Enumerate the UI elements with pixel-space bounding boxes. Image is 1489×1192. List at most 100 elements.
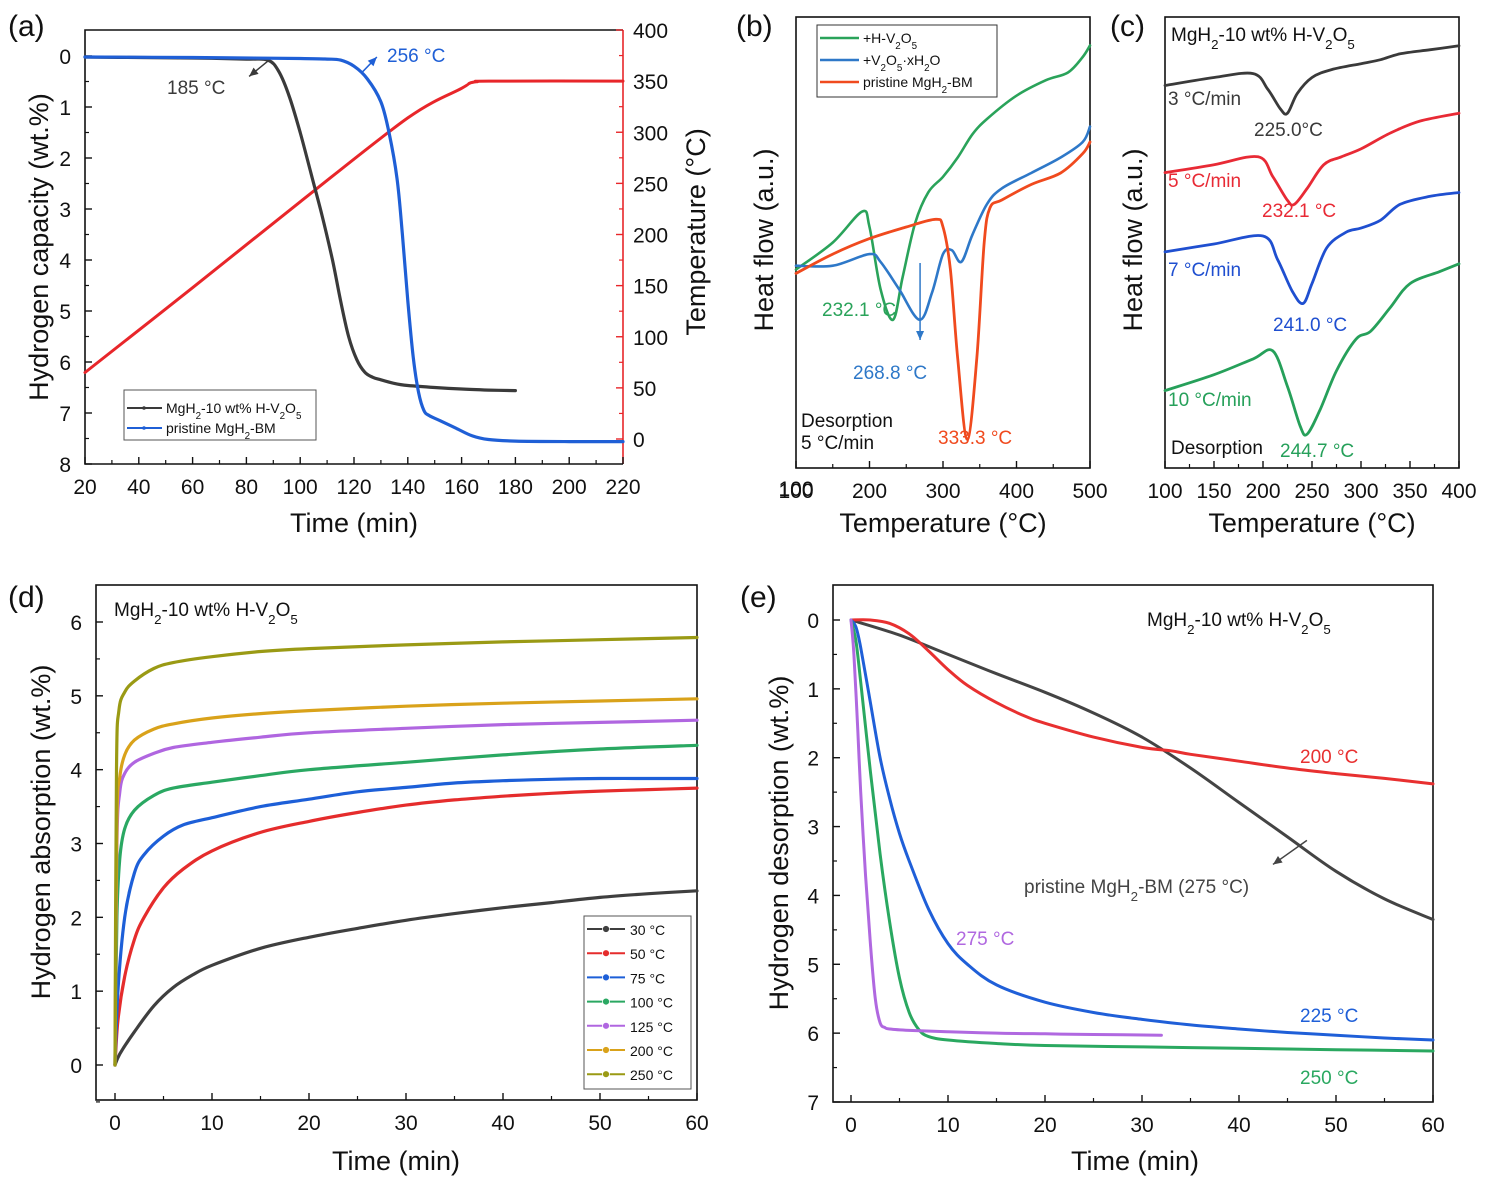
x-tick-label: 20 [297,1112,320,1135]
y-axis-title: Hydrogen desorption (wt.%) [764,676,794,1011]
x-tick-label: 200 [552,476,587,499]
panel-title: MgH2-10 wt% H-V2O5 [1171,25,1355,52]
panel-label: (b) [736,10,773,43]
y-tick-label: 6 [70,612,82,635]
x-tick-label: 400 [999,480,1034,503]
x-tick-label: 100 [778,480,813,503]
x-tick-label: 300 [1343,480,1378,503]
series-line-250c [849,618,1435,1053]
y-tick-label: 0 [807,610,819,633]
x-tick-label: 40 [1227,1114,1250,1137]
panel-label: (d) [8,581,45,614]
panel-a: 20 40 60 80 100 120 140 160 180 200 22001234567805… [8,10,711,538]
plot-frame [832,584,1434,1103]
arrowhead-icon [249,67,259,77]
series-line-3-c-per-min [1163,44,1461,116]
series-label: 200 °C [1300,747,1358,768]
series-line-temperature [83,79,625,374]
series-line-pristine [83,55,625,444]
x-tick-label: 400 [1441,480,1476,503]
series-line-100c [113,743,699,1067]
x-tick-label: 50 [1324,1114,1347,1137]
panel-d: 0 10 20 30 40 50 60 0 1 2 3 4 5 6 30 °C 50 °C 75 °C 100 °… [8,581,709,1176]
panel-label: (e) [740,581,777,614]
y-tick-label: 2 [807,748,819,771]
rate-label: 5 °C/min [1168,171,1241,192]
x-tick-label: 200 [1245,480,1280,503]
note-desorption: Desorption [801,411,893,432]
y-tick-label: 4 [59,250,71,273]
legend-marker [602,997,610,1006]
x-tick-label: 150 [1196,480,1231,503]
x-tick-label-first: 100 [778,478,813,501]
x-tick-label: 20 [73,476,96,499]
arrowhead-icon [916,331,925,340]
annotation-333: 333.3 °C [938,428,1012,449]
y-tick-label: 5 [807,954,819,977]
y2-tick-label: 0 [633,429,645,452]
series-line-30c [113,889,699,1067]
rate-label: 3 °C/min [1168,89,1241,110]
y-tick-label: 3 [59,199,71,222]
peak-label: 244.7 °C [1280,441,1354,462]
legend-label: 200 °C [630,1043,673,1059]
y2-tick-label: 50 [633,378,656,401]
series-line-pristine [849,618,1435,921]
legend-label: +H-V2O5 [863,30,918,52]
y-tick-label: 4 [807,885,819,908]
x-tick-label: 40 [127,476,150,499]
legend-label: MgH2-10 wt% H-V2O5 [166,400,302,422]
y-tick-label: 1 [59,97,71,120]
x-tick-label: 60 [685,1112,708,1135]
x-tick-label: 30 [1130,1114,1153,1137]
series-label: 250 °C [1300,1068,1358,1089]
series-line-h-v2o5 [83,55,517,393]
y-tick-label: 7 [807,1092,819,1115]
y-tick-label: 2 [70,907,82,930]
series-line-10-c-per-min [1163,262,1461,437]
peak-label: 225.0°C [1254,120,1323,141]
legend-label: 250 °C [630,1067,673,1083]
note-rate: 5 °C/min [801,433,874,454]
panel-e: 0 10 20 30 40 50 60 0 1 2 3 4 5 6 7 200 °C 225 °C 250 °C 2… [740,581,1445,1176]
y2-tick-label: 200 [633,225,668,248]
y2-tick-label: 100 [633,327,668,350]
peak-label: 241.0 °C [1273,315,1347,336]
x-tick-label: 40 [491,1112,514,1135]
y2-tick-label: 400 [633,20,668,43]
series-line-250c [113,635,699,1067]
y-axis-title: Hydrogen capacity (wt.%) [24,93,54,401]
y-tick-label: 8 [59,454,71,477]
y-tick-label: 5 [70,686,82,709]
panel-label: (c) [1110,10,1145,43]
panel-c: 100 150 200 250 300 350 400 3 °C/min 225.0°C 5 °C… [1110,10,1477,538]
series-line-5-c-per-min [1163,111,1461,207]
y-tick-label: 5 [59,301,71,324]
y2-tick-label: 300 [633,122,668,145]
series-label: 225 °C [1300,1006,1358,1027]
x-tick-label: 300 [925,480,960,503]
arrowhead-icon [1272,855,1283,865]
series-line-275c [849,618,1163,1037]
series-line-200c [113,697,699,1067]
panel-title: MgH2-10 wt% H-V2O5 [1147,610,1331,637]
legend-label: 30 °C [630,922,665,938]
x-axis-title: Temperature (°C) [1208,508,1415,538]
annotation-232: 232.1 °C [822,300,896,321]
y2-tick-label: 250 [633,173,668,196]
y-tick-label: 6 [807,1023,819,1046]
legend-label: 75 °C [630,970,665,986]
annotation-185: 185 °C [167,78,225,99]
x-tick-label: 220 [605,476,640,499]
y-tick-label: 3 [807,817,819,840]
note-desorption: Desorption [1171,438,1263,459]
x-tick-label: 0 [109,1112,121,1135]
y-tick-label: 3 [70,834,82,857]
legend-marker [602,1046,610,1054]
legend-marker [602,1021,610,1030]
annotation-268: 268.8 °C [853,363,927,384]
legend-box [123,389,317,441]
x-tick-label: 60 [1421,1114,1444,1137]
